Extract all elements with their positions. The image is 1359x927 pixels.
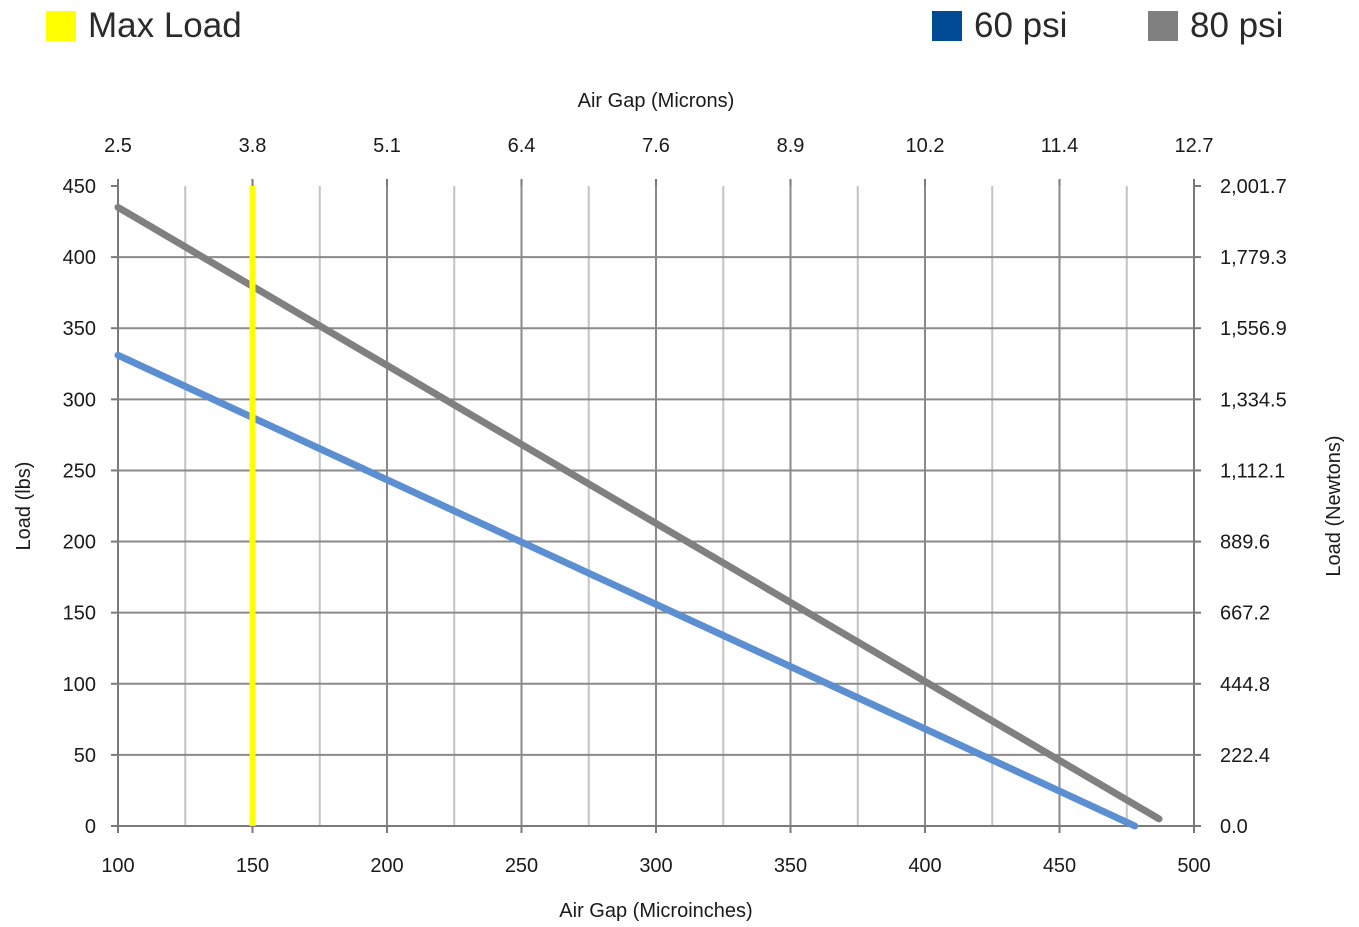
x-tick-label-bottom: 150 [236,855,269,877]
x-tick-label-top: 8.9 [777,135,805,157]
y-tick-label-right: 2,001.7 [1220,176,1287,198]
x-tick-label-bottom: 500 [1177,855,1210,877]
y-tick-label-left: 400 [63,247,96,269]
legend-80-psi-label: 80 psi [1190,6,1284,45]
x-tick-label-top: 7.6 [642,135,670,157]
x-tick-label-top: 11.4 [1041,135,1078,157]
x-tick-label-bottom: 200 [370,855,403,877]
legend-max-load: Max Load [46,6,242,46]
y-tick-label-left: 200 [63,532,96,554]
y-tick-label-right: 1,556.9 [1220,318,1287,340]
legend-60-psi: 60 psi [932,6,1067,46]
y-tick-label-right: 1,112.1 [1220,460,1285,482]
x-tick-label-top: 2.5 [104,135,132,157]
x-tick-label-top: 12.7 [1175,135,1214,157]
x-tick-label-bottom: 100 [101,855,134,877]
y-tick-label-left: 150 [63,603,96,625]
x-tick-label-top: 5.1 [373,135,401,157]
x-tick-label-bottom: 250 [505,855,538,877]
series-line-60-psi [114,351,1139,830]
legend-60-psi-label: 60 psi [974,6,1068,45]
y-tick-label-right: 1,334.5 [1220,389,1287,411]
y-tick-label-right: 889.6 [1220,532,1270,554]
x-tick-label-top: 3.8 [239,135,267,157]
legend-80-psi-swatch [1148,11,1178,41]
y-tick-label-left: 300 [63,389,96,411]
axes [111,179,1201,833]
x-axis-title-top: Air Gap (Microns) [578,90,735,112]
y-axis-title-left: Load (lbs) [13,462,35,551]
x-axis-title-bottom: Air Gap (Microinches) [559,900,752,922]
x-tick-label-bottom: 400 [908,855,941,877]
y-tick-label-left: 0 [85,816,96,838]
y-tick-label-right: 222.4 [1220,745,1270,767]
series [114,186,1163,830]
x-tick-label-bottom: 300 [639,855,672,877]
series-line-80-psi [114,203,1163,823]
y-tick-label-right: 667.2 [1220,603,1270,625]
x-tick-label-bottom: 350 [774,855,807,877]
x-tick-label-top: 10.2 [906,135,945,157]
y-tick-label-right: 444.8 [1220,674,1270,696]
legend-max-load-swatch [46,11,76,41]
legend-60-psi-swatch [932,11,962,41]
x-tick-label-top: 6.4 [508,135,536,157]
y-tick-label-left: 250 [63,460,96,482]
grid [118,186,1194,826]
legend-max-load-label: Max Load [88,6,242,45]
x-tick-label-bottom: 450 [1043,855,1076,877]
labels: 0 50 100 150 200 250 300 350 400 450 0.0 222.4 444.8… [13,90,1345,922]
y-tick-label-right: 0.0 [1220,816,1248,838]
y-tick-label-left: 50 [74,745,96,767]
y-tick-label-left: 350 [63,318,96,340]
y-tick-label-left: 450 [63,176,96,198]
y-tick-label-left: 100 [63,674,96,696]
legend-80-psi: 80 psi [1148,6,1283,46]
y-tick-label-right: 1,779.3 [1220,247,1287,269]
y-axis-title-right: Load (Newtons) [1323,435,1345,576]
